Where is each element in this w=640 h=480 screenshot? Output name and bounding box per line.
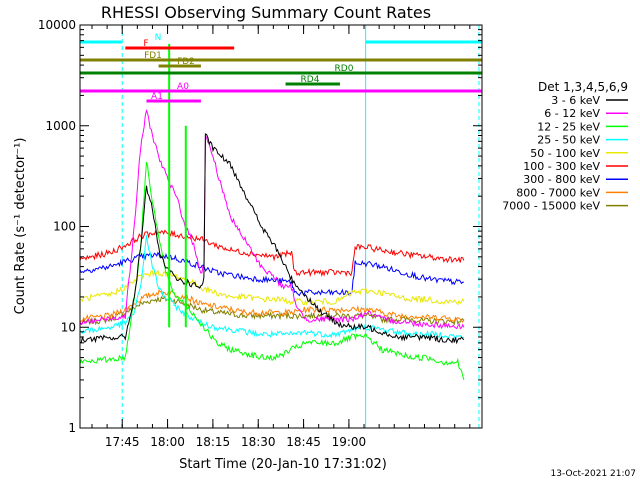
legend-label-4: 50 - 100 keV: [530, 147, 600, 160]
flag-label-a0: A0: [177, 82, 189, 92]
y-tick-label-1: 10: [61, 320, 76, 334]
legend-title: Det 1,3,4,5,6,9: [538, 80, 628, 94]
x-tick-label-1: 18:00: [150, 435, 185, 449]
chart-title: RHESSI Observing Summary Count Rates: [101, 3, 431, 22]
legend-label-7: 800 - 7000 keV: [516, 186, 600, 199]
series-line-7: [79, 288, 465, 323]
y-axis-label: Count Rate (s⁻¹ detector⁻¹): [13, 138, 28, 315]
series-line-4: [79, 269, 465, 307]
legend-label-0: 3 - 6 keV: [551, 94, 600, 107]
series-line-2: [79, 161, 465, 381]
flag-label-rd4: RD4: [301, 75, 320, 85]
series-line-3: [79, 235, 465, 340]
timestamp-footer: 13-Oct-2021 21:07: [551, 469, 636, 479]
series-line-8: [79, 295, 465, 326]
series-line-5: [79, 229, 465, 278]
flag-label-rd0: RD0: [335, 64, 354, 74]
x-tick-label-3: 18:30: [241, 435, 276, 449]
x-tick-label-4: 18:45: [286, 435, 321, 449]
flag-label-a1: A1: [151, 92, 163, 102]
legend-label-5: 100 - 300 keV: [523, 160, 600, 173]
series-line-0: [79, 133, 465, 345]
flag-label-f: F: [143, 39, 148, 49]
legend-label-2: 12 - 25 keV: [537, 120, 600, 133]
legend-label-1: 6 - 12 keV: [544, 107, 600, 120]
legend-label-3: 25 - 50 keV: [537, 134, 600, 147]
x-tick-label-5: 19:00: [332, 435, 367, 449]
x-tick-label-2: 18:15: [196, 435, 231, 449]
flag-label-fd2: FD2: [177, 57, 195, 67]
legend-label-8: 7000 - 15000 keV: [502, 200, 600, 213]
y-tick-label-3: 1000: [45, 119, 76, 133]
flag-label-n: N: [155, 33, 162, 43]
x-axis-label: Start Time (20-Jan-10 17:31:02): [179, 457, 387, 472]
y-tick-label-4: 10000: [38, 18, 76, 32]
flag-label-fd1: FD1: [144, 51, 162, 61]
y-tick-label-2: 100: [53, 220, 76, 234]
x-tick-label-0: 17:45: [105, 435, 140, 449]
y-tick-label-0: 1: [68, 421, 76, 435]
series-line-1: [79, 108, 465, 330]
legend-label-6: 300 - 800 keV: [523, 173, 600, 186]
